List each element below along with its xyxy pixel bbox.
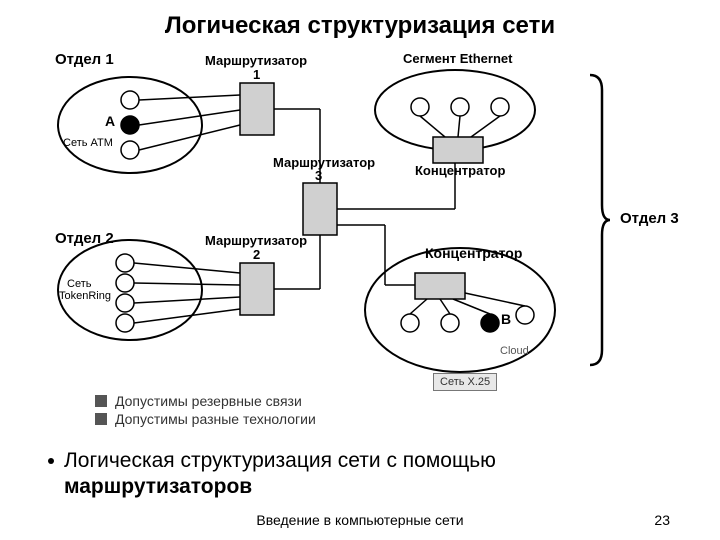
label-dept1: Отдел 1 (55, 51, 114, 68)
caption-part2: маршрутизаторов (64, 475, 252, 498)
label-dept3: Отдел 3 (620, 210, 679, 227)
caption-bullet: Логическая структуризация сети с помощью… (48, 448, 668, 501)
label-x25: Сеть X.25 (433, 373, 497, 391)
page-title: Логическая структуризация сети (0, 12, 720, 40)
caption-text: Логическая структуризация сети с помощью… (64, 448, 668, 501)
label-segment: Сегмент Ethernet (403, 51, 512, 66)
legend-square-icon (95, 395, 107, 407)
label-tokenring-2: TokenRing (59, 290, 111, 302)
label-router2: Маршрутизатор (205, 233, 307, 248)
page-number: 23 (654, 512, 670, 528)
legend-text-1: Допустимы резервные связи (115, 393, 302, 409)
label-tokenring-1: Сеть (67, 278, 91, 290)
caption-part1: Логическая структуризация сети с помощью (64, 449, 496, 472)
label-node-b: В (501, 311, 511, 327)
label-node-a: А (105, 113, 115, 129)
legend-item-1: Допустимы резервные связи (95, 393, 302, 409)
footer-text: Введение в компьютерные сети (256, 512, 463, 528)
label-router3: Маршрутизатор (273, 155, 375, 170)
bullet-icon (48, 458, 54, 464)
label-router1: Маршрутизатор (205, 53, 307, 68)
label-hub-bot: Концентратор (425, 245, 522, 261)
diagram-svg (45, 55, 675, 425)
label-hub-top: Концентратор (415, 163, 505, 178)
label-r2: 2 (253, 247, 260, 262)
legend-item-2: Допустимы разные технологии (95, 411, 316, 427)
network-diagram: Отдел 1 А Сеть ATM Отдел 2 Сеть TokenRin… (45, 55, 675, 425)
legend-square-icon (95, 413, 107, 425)
label-r3: 3 (315, 168, 322, 183)
label-dept2: Отдел 2 (55, 230, 114, 247)
label-cloud: Cloud (500, 345, 529, 357)
label-r1: 1 (253, 67, 260, 82)
legend-text-2: Допустимы разные технологии (115, 411, 316, 427)
footer: Введение в компьютерные сети 23 (0, 512, 720, 528)
label-atm: Сеть ATM (63, 137, 113, 149)
